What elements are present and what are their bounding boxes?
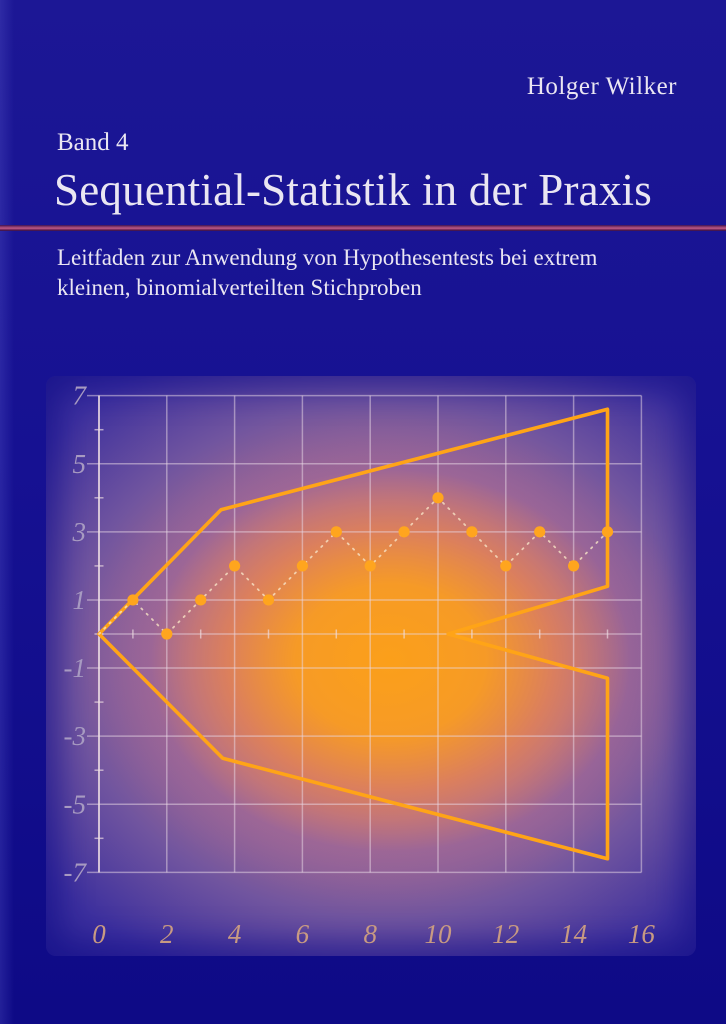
y-axis-label: -3 xyxy=(64,721,87,751)
book-title: Sequential-Statistik in der Praxis xyxy=(54,165,652,215)
y-axis-label: -5 xyxy=(64,789,87,819)
data-point xyxy=(466,526,478,538)
acceptance-rejection-boundary xyxy=(97,407,610,861)
data-point xyxy=(127,594,139,606)
y-axis-label: 1 xyxy=(73,585,87,615)
subtitle-line-1: Leitfaden zur Anwendung von Hypothesente… xyxy=(57,245,598,270)
chart-panel: 7 5 3 1 -1 -3 -5 -7 0 2 4 6 8 10 12 14 16 xyxy=(46,376,696,956)
data-point xyxy=(534,526,546,538)
data-point xyxy=(364,560,376,572)
data-point xyxy=(296,560,308,572)
x-axis-label: 0 xyxy=(92,919,106,949)
sample-path-line xyxy=(98,496,609,636)
data-point xyxy=(195,594,207,606)
data-point xyxy=(330,526,342,538)
x-axis-label: 8 xyxy=(363,919,377,949)
x-axis-label: 6 xyxy=(296,919,310,949)
x-axis-label: 10 xyxy=(425,919,453,949)
y-axis-label: -1 xyxy=(64,653,87,683)
x-axis-label: 12 xyxy=(492,919,519,949)
subtitle-line-2: kleinen, binomialverteilten Stichproben xyxy=(57,275,422,300)
data-point xyxy=(601,526,614,538)
cover-edge-highlight xyxy=(0,0,14,1024)
y-axis-label: 3 xyxy=(72,517,87,547)
sequential-test-chart: 7 5 3 1 -1 -3 -5 -7 0 2 4 6 8 10 12 14 16 xyxy=(64,381,656,949)
x-axis-label: 14 xyxy=(560,919,587,949)
data-point xyxy=(432,492,444,504)
data-point xyxy=(262,594,275,606)
accent-rule xyxy=(0,225,726,231)
book-subtitle: Leitfaden zur Anwendung von Hypothesente… xyxy=(57,243,697,303)
data-point xyxy=(229,560,241,572)
author-name: Holger Wilker xyxy=(526,73,677,100)
x-axis-label: 16 xyxy=(628,919,656,949)
y-axis-label: 5 xyxy=(73,449,87,479)
data-point xyxy=(161,628,173,640)
y-axis-label: -7 xyxy=(64,857,88,887)
x-axis-label: 2 xyxy=(160,919,174,949)
series-label: Band 4 xyxy=(57,129,129,156)
data-point xyxy=(568,560,580,572)
data-point xyxy=(398,526,410,538)
x-axis-label: 4 xyxy=(228,919,242,949)
data-point xyxy=(500,560,512,572)
y-axis-label: 7 xyxy=(73,381,88,411)
